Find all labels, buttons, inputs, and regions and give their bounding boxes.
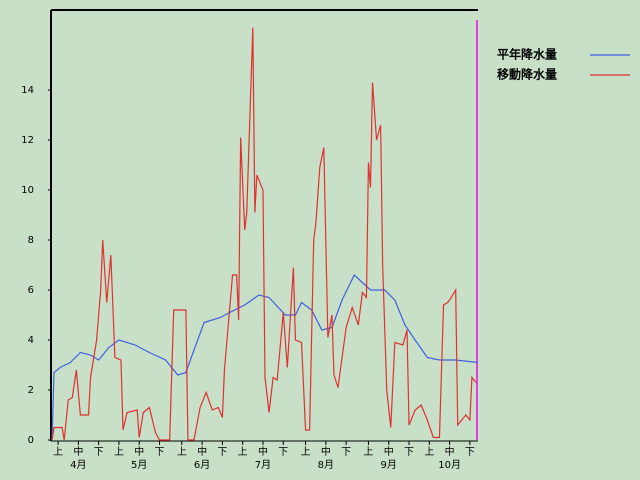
legend-label: 移動降水量 xyxy=(497,67,557,82)
series-line xyxy=(51,27,477,441)
y-tick-label: 14 xyxy=(21,85,34,96)
x-tick-label: 上 xyxy=(301,446,311,458)
x-tick-label: 下 xyxy=(404,447,414,458)
month-label: 9月 xyxy=(381,459,397,471)
y-tick-label: 10 xyxy=(21,185,34,196)
y-tick-label: 4 xyxy=(28,335,34,346)
x-tick-label: 下 xyxy=(278,447,288,458)
y-tick-label: 2 xyxy=(28,385,34,396)
x-tick-label: 下 xyxy=(341,447,351,458)
x-tick-label: 上 xyxy=(238,446,248,458)
legend-label: 平年降水量 xyxy=(497,47,557,62)
y-tick-label: 0 xyxy=(28,435,34,446)
x-tick-label: 中 xyxy=(134,445,144,458)
y-tick-label: 12 xyxy=(21,135,34,146)
x-tick-label: 下 xyxy=(217,447,227,458)
series-line xyxy=(51,274,479,441)
x-tick-label: 下 xyxy=(94,447,104,458)
month-label: 10月 xyxy=(438,459,461,471)
x-tick-label: 上 xyxy=(114,446,124,458)
x-tick-label: 上 xyxy=(363,446,373,458)
x-tick-label: 中 xyxy=(321,445,331,458)
x-tick-label: 中 xyxy=(445,445,455,458)
x-tick-label: 上 xyxy=(53,446,63,458)
x-tick-label: 上 xyxy=(424,446,434,458)
x-tick-label: 中 xyxy=(258,445,268,458)
month-label: 7月 xyxy=(255,459,271,471)
month-label: 6月 xyxy=(194,459,210,471)
month-label: 5月 xyxy=(131,459,147,471)
x-tick-label: 下 xyxy=(155,447,165,458)
x-tick-label: 中 xyxy=(197,445,207,458)
x-tick-label: 中 xyxy=(73,445,83,458)
x-tick-label: 下 xyxy=(465,447,475,458)
x-tick-label: 上 xyxy=(177,446,187,458)
y-tick-label: 6 xyxy=(28,285,34,296)
x-tick-label: 中 xyxy=(384,445,394,458)
month-label: 4月 xyxy=(70,459,86,471)
month-label: 8月 xyxy=(318,459,334,471)
y-tick-label: 8 xyxy=(28,235,34,246)
